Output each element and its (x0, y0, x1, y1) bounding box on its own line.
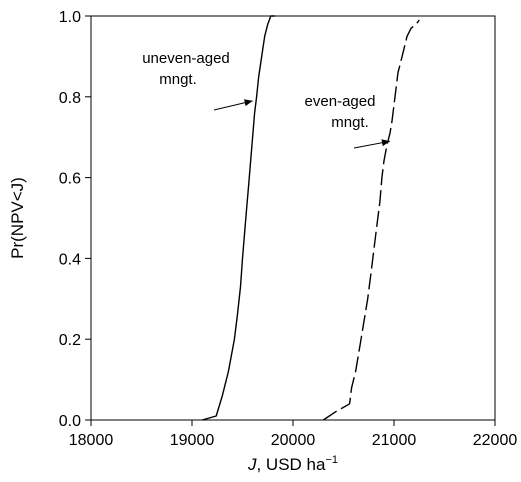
plot-frame (90, 15, 496, 421)
y-tick-label: 0.6 (59, 171, 81, 188)
x-tick-label: 21000 (372, 432, 417, 449)
x-axis-ticks: 18000 19000 20000 21000 22000 (69, 420, 518, 449)
uneven-aged-label-arrowhead (244, 99, 253, 107)
y-tick-label: 0.8 (59, 90, 81, 107)
even-aged-cdf-line (322, 19, 420, 421)
x-tick-label: 22000 (473, 432, 518, 449)
uneven-aged-label-line: uneven-aged (142, 50, 230, 67)
y-tick-label: 1.0 (59, 9, 81, 26)
series-group (201, 15, 420, 421)
x-axis-title-units: , USD ha (256, 455, 326, 474)
x-axis-title: J, USD ha−1 (247, 454, 338, 474)
uneven-aged-cdf-line (201, 15, 275, 421)
x-tick-label: 19000 (170, 432, 215, 449)
y-axis-title: Pr(NPV<J) (8, 177, 27, 259)
x-axis-title-exponent: −1 (325, 454, 338, 466)
x-tick-label: 18000 (69, 432, 114, 449)
even-aged-label-line: even-aged (305, 93, 376, 110)
y-tick-label: 0.2 (59, 332, 81, 349)
y-axis-ticks: 0.0 0.2 0.4 0.6 0.8 1.0 (59, 9, 91, 430)
even-aged-label-arrowhead (381, 139, 390, 147)
annotation-group: uneven-aged mngt. even-aged mngt. (142, 50, 391, 149)
x-axis-title-variable: J (247, 455, 257, 474)
uneven-aged-label-line: mngt. (159, 71, 197, 88)
x-tick-label: 20000 (271, 432, 316, 449)
y-tick-label: 0.0 (59, 413, 81, 430)
y-tick-label: 0.4 (59, 251, 81, 268)
even-aged-label-line: mngt. (331, 114, 369, 131)
